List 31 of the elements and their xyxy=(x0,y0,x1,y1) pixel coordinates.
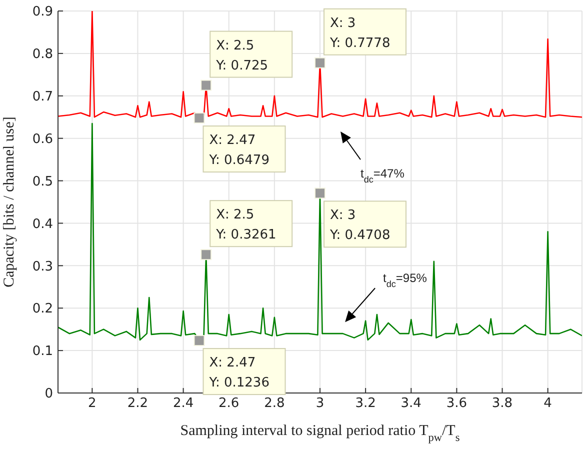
y-tick-label: 0.8 xyxy=(32,47,53,62)
y-tick-label: 0.4 xyxy=(32,216,53,232)
x-tick-label: 3.4 xyxy=(400,396,422,412)
y-tick-label: 0.3 xyxy=(32,259,53,274)
annotation: X: 2.5 Y: 0.725 xyxy=(215,38,268,74)
annotation: t$_{dc}$=47% xyxy=(360,166,405,185)
y-tick-label: 0.9 xyxy=(32,4,53,20)
y-tick-label: 0.7 xyxy=(32,90,53,105)
y-tick-label: 0.2 xyxy=(32,302,53,317)
x-tick-label: 2.2 xyxy=(127,396,148,412)
annotation: X: 2.47 Y: 0.6479 xyxy=(208,133,270,168)
x-tick-label: 3.8 xyxy=(492,396,513,412)
x-tick-label: 3 xyxy=(316,396,324,412)
y-tick-label: 0.6 xyxy=(32,132,53,147)
x-axis-title: Sampling interval to signal period ratio T$_{pw}$/T$_{s}$ xyxy=(180,423,460,444)
x-tick-label: 3.2 xyxy=(355,396,376,412)
x-tick-label: 2.6 xyxy=(218,396,240,412)
annotation: X: 3 Y: 0.7778 xyxy=(329,16,390,51)
y-tick-label: 0.5 xyxy=(32,174,53,190)
annotation: X: 2.47 Y: 0.1236 xyxy=(208,356,270,391)
y-tick-label: 0 xyxy=(44,386,53,402)
annotation: t$_{dc}$=95% xyxy=(383,271,428,290)
x-tick-label: 2.8 xyxy=(264,396,285,412)
y-tick-label: 0.1 xyxy=(32,344,53,360)
annotation: X: 2.5 Y: 0.3261 xyxy=(215,208,276,243)
x-tick-label: 4 xyxy=(544,396,552,412)
x-tick-label: 3.6 xyxy=(446,396,468,412)
y-axis-title: Capacity [bits / channel use] xyxy=(1,116,18,288)
annotation: X: 3 Y: 0.4708 xyxy=(329,208,390,244)
x-tick-label: 2.4 xyxy=(172,396,194,412)
x-tick-label: 2 xyxy=(88,396,96,412)
